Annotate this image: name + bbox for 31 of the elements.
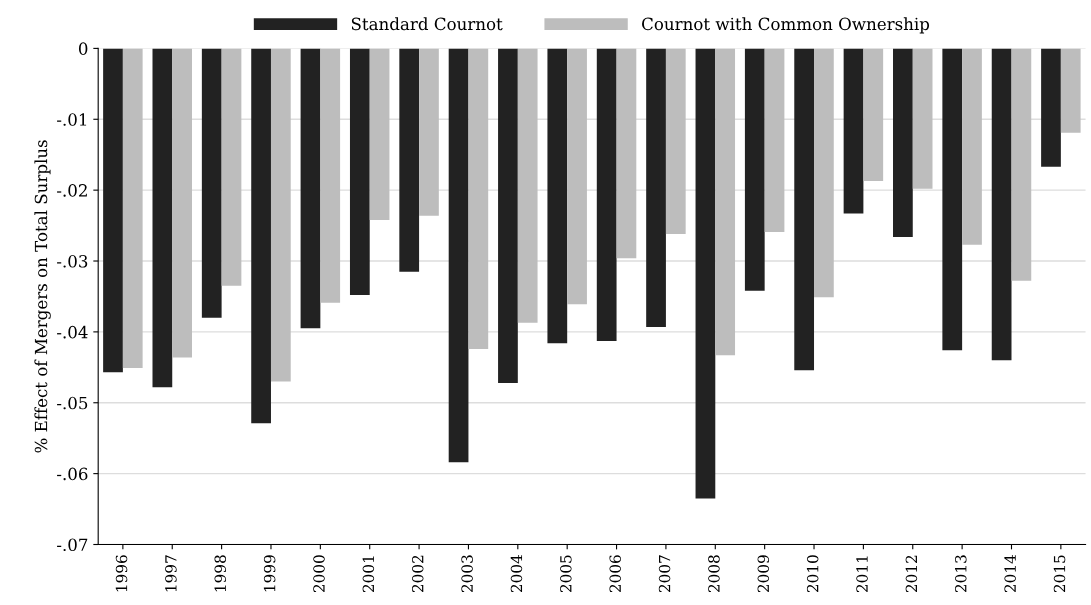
x-tick-label: 2011 xyxy=(856,556,868,593)
x-tick-label: 2009 xyxy=(757,555,770,593)
x-tick-label: 1999 xyxy=(263,555,276,592)
x-tick-label: 2004 xyxy=(510,554,523,593)
y-tick-label: -.06 xyxy=(57,467,88,481)
x-tick-label: 2015 xyxy=(1053,555,1066,593)
x-tick-label: 1996 xyxy=(115,555,128,592)
x-tick-label: 2014 xyxy=(1004,554,1016,593)
x-tick-label: 2000 xyxy=(313,555,325,593)
x-tick-label: 2012 xyxy=(905,555,918,593)
x-tick-label: 2001 xyxy=(362,556,375,593)
x-tick-label: 2013 xyxy=(955,555,967,593)
y-tick-label: -.05 xyxy=(57,396,88,410)
x-tick-label: 2002 xyxy=(411,555,424,593)
x-tick-label: 2007 xyxy=(658,555,671,593)
x-tick-label: 1998 xyxy=(214,555,227,592)
y-tick-label: -.01 xyxy=(57,113,87,126)
y-tick-label: -.03 xyxy=(57,254,88,268)
x-tick-label: 2010 xyxy=(806,555,819,593)
y-tick-label: -.07 xyxy=(57,538,88,552)
legend-label: Standard Cournot xyxy=(351,17,503,31)
x-tick-label: 2003 xyxy=(461,555,473,593)
y-tick-label: -.02 xyxy=(57,184,87,197)
y-tick-label: 0 xyxy=(78,42,88,55)
x-tick-label: 1997 xyxy=(165,555,177,592)
y-tick-label: -.04 xyxy=(57,325,88,339)
x-tick-label: 2005 xyxy=(560,555,572,593)
x-tick-label: 2008 xyxy=(708,555,720,593)
legend-label: Cournot with Common Ownership xyxy=(642,17,930,34)
x-tick-label: 2006 xyxy=(609,555,621,593)
y-axis-title: % Effect of Mergers on Total Surplus xyxy=(34,140,51,453)
